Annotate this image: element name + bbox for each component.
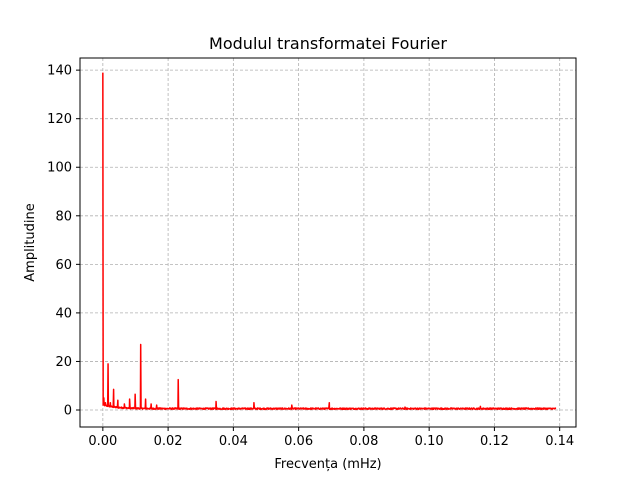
y-tick-label: 0 xyxy=(64,404,72,419)
x-tick-label: 0.14 xyxy=(545,434,574,449)
x-tick-label: 0.00 xyxy=(88,434,117,449)
y-axis-label: Amplitudine xyxy=(23,203,38,281)
x-tick-label: 0.02 xyxy=(154,434,183,449)
grid xyxy=(80,58,576,427)
y-tick-label: 80 xyxy=(55,209,72,224)
x-axis-label: Frecvența (mHz) xyxy=(274,457,381,472)
plot-area xyxy=(102,72,557,411)
y-tick-label: 100 xyxy=(47,161,72,176)
x-tick-label: 0.04 xyxy=(219,434,248,449)
ticks: 0.00 0.02 0.04 0.06 0.08 0.10 0.12 0.14 0 20 40 60 8… xyxy=(47,64,574,449)
amplitude-series-line xyxy=(102,72,557,411)
chart-title: Modulul transformatei Fourier xyxy=(209,34,447,53)
y-tick-label: 40 xyxy=(55,306,72,321)
x-tick-label: 0.06 xyxy=(284,434,313,449)
y-tick-label: 60 xyxy=(55,258,72,273)
y-tick-label: 120 xyxy=(47,112,72,127)
y-tick-label: 140 xyxy=(47,64,72,79)
x-tick-label: 0.12 xyxy=(480,434,509,449)
x-tick-label: 0.08 xyxy=(349,434,378,449)
x-tick-label: 0.10 xyxy=(415,434,444,449)
axes-frame xyxy=(79,57,577,428)
y-tick-label: 20 xyxy=(55,355,72,370)
